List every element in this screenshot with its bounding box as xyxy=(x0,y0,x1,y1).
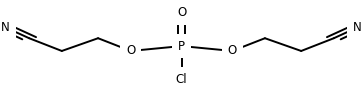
Text: N: N xyxy=(353,21,362,34)
Text: O: O xyxy=(126,44,135,57)
Text: O: O xyxy=(228,44,237,57)
Text: Cl: Cl xyxy=(176,73,187,86)
Text: O: O xyxy=(177,6,186,19)
Text: N: N xyxy=(1,21,10,34)
Text: P: P xyxy=(178,40,185,53)
